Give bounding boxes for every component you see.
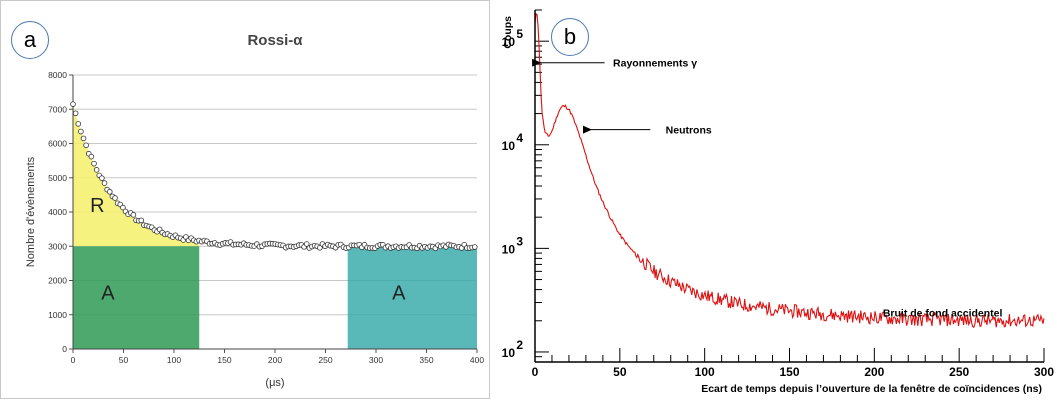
series-line [534, 12, 1045, 329]
rossi-alpha-panel: 0 1000 2000 3000 4000 5000 6000 7000 8000 0 50 100 1… [0, 0, 490, 399]
y-tick-exponent: 4 [516, 131, 523, 145]
x-tick-label: 400 [470, 355, 484, 365]
region-label-a-left: A [101, 282, 115, 304]
x-tick-label: 150 [779, 365, 799, 379]
y-tick-exponent: 2 [516, 338, 523, 352]
y-tick-exponent: 3 [516, 234, 523, 248]
data-point [130, 212, 137, 218]
data-point [88, 153, 95, 160]
region-label-r: R [90, 195, 104, 217]
x-tick-label: 50 [613, 365, 627, 379]
y-tick-label: 3000 [48, 241, 67, 251]
data-point [471, 244, 478, 250]
y-axis-label: Coups [502, 16, 514, 49]
data-point [101, 180, 108, 186]
data-point [75, 121, 82, 127]
x-axis-label: Ecart de temps depuis l’ouverture de la … [701, 383, 1042, 395]
x-tick-label: 200 [864, 365, 884, 379]
region-a-left [73, 246, 200, 349]
y-tick-label: 7000 [48, 104, 67, 114]
data-point [106, 188, 113, 195]
annotation-neutrons: Neutrons [666, 125, 712, 137]
data-point [93, 167, 100, 173]
x-tick-label: 0 [71, 355, 76, 365]
y-tick-label: 6000 [48, 139, 67, 149]
x-tick-label: 0 [532, 365, 539, 379]
x-tick-label: 50 [119, 355, 129, 365]
x-tick-label: 250 [949, 365, 969, 379]
data-point [78, 128, 84, 135]
data-point [99, 175, 105, 181]
panel-label-a: a [11, 21, 49, 59]
data-point [317, 244, 323, 251]
y-tick-label: 0 [62, 344, 67, 354]
x-axis-label: (μs) [265, 377, 284, 389]
x-tick-label: 300 [1034, 365, 1054, 379]
data-point [120, 204, 126, 211]
y-tick-base: 10 [502, 346, 516, 360]
y-tick-label: 1000 [48, 310, 67, 320]
time-spectrum-panel: 10 2 10 3 10 4 10 5 0 50 100 150 200 250 300 Rayonnemen… [493, 0, 1057, 399]
x-tick-label: 250 [318, 355, 332, 365]
region-a-right [347, 246, 477, 349]
y-tick-base: 10 [502, 242, 516, 256]
y-tick-base: 10 [502, 139, 516, 153]
x-tick-label: 100 [167, 355, 181, 365]
x-tick-label: 150 [217, 355, 231, 365]
data-point [138, 217, 145, 224]
x-tick-label: 350 [419, 355, 433, 365]
x-tick-label: 100 [695, 365, 715, 379]
x-tick-label: 200 [268, 355, 282, 365]
y-tick-label: 2000 [48, 276, 67, 286]
y-axis-label: Nombre d'évènements [25, 156, 37, 267]
panel-label-b: b [551, 18, 589, 56]
data-point [91, 160, 97, 167]
y-tick-label: 4000 [48, 207, 67, 217]
data-point [112, 195, 118, 201]
annotation-gamma: Rayonnements γ [613, 58, 697, 70]
region-label-a-right: A [392, 282, 406, 304]
data-point [72, 110, 79, 117]
x-tick-label: 300 [369, 355, 383, 365]
data-point [80, 135, 87, 142]
region-r [73, 104, 200, 247]
y-tick-label: 8000 [48, 70, 67, 80]
y-tick-base: 10 [502, 35, 516, 49]
chart-title: Rossi-α [247, 32, 303, 49]
data-point [70, 101, 76, 107]
y-tick-label: 5000 [48, 173, 67, 183]
y-tick-exponent: 5 [516, 27, 523, 41]
data-point [303, 241, 310, 247]
annotation-noise: Bruit de fond accidentel [883, 308, 1003, 320]
data-point [83, 142, 89, 149]
rossi-alpha-chart: 0 1000 2000 3000 4000 5000 6000 7000 8000 0 50 100 1… [25, 32, 484, 389]
